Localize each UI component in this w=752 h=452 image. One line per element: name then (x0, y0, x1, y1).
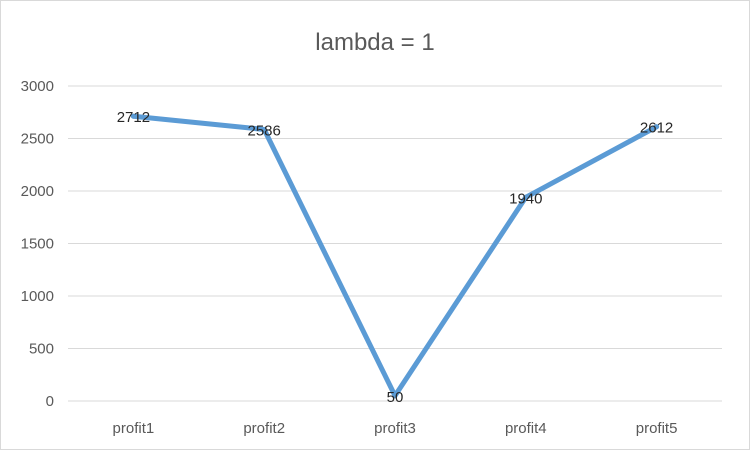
y-tick-label: 2500 (21, 131, 54, 148)
x-tick-label: profit1 (113, 420, 155, 437)
data-label: 2586 (248, 122, 281, 139)
y-tick-label: 1000 (21, 288, 54, 305)
x-tick-label: profit4 (505, 420, 547, 437)
y-tick-label: 500 (29, 341, 54, 358)
y-tick-label: 1500 (21, 236, 54, 253)
y-tick-label: 3000 (21, 78, 54, 95)
data-point (261, 126, 267, 132)
data-point (654, 124, 660, 130)
x-tick-label: profit3 (374, 420, 416, 437)
x-axis: profit1 profit2 profit3 profit4 profit5 (113, 420, 678, 437)
series-line (130, 113, 660, 399)
chart-title: lambda = 1 (315, 29, 434, 56)
data-label: 2712 (117, 109, 150, 126)
y-tick-label: 0 (46, 393, 54, 410)
y-axis: 0 500 1000 1500 2000 2500 3000 (21, 78, 54, 410)
data-label: 1940 (509, 190, 542, 207)
data-labels: 2712 2586 50 1940 2612 (117, 109, 674, 406)
data-points (130, 113, 660, 399)
data-label: 50 (387, 389, 404, 406)
y-tick-label: 2000 (21, 183, 54, 200)
gridlines (68, 85, 722, 402)
data-point (130, 113, 136, 119)
x-tick-label: profit5 (636, 420, 678, 437)
data-label: 2612 (640, 120, 673, 137)
data-point (523, 194, 529, 200)
x-tick-label: profit2 (243, 420, 285, 437)
data-point (392, 393, 398, 399)
